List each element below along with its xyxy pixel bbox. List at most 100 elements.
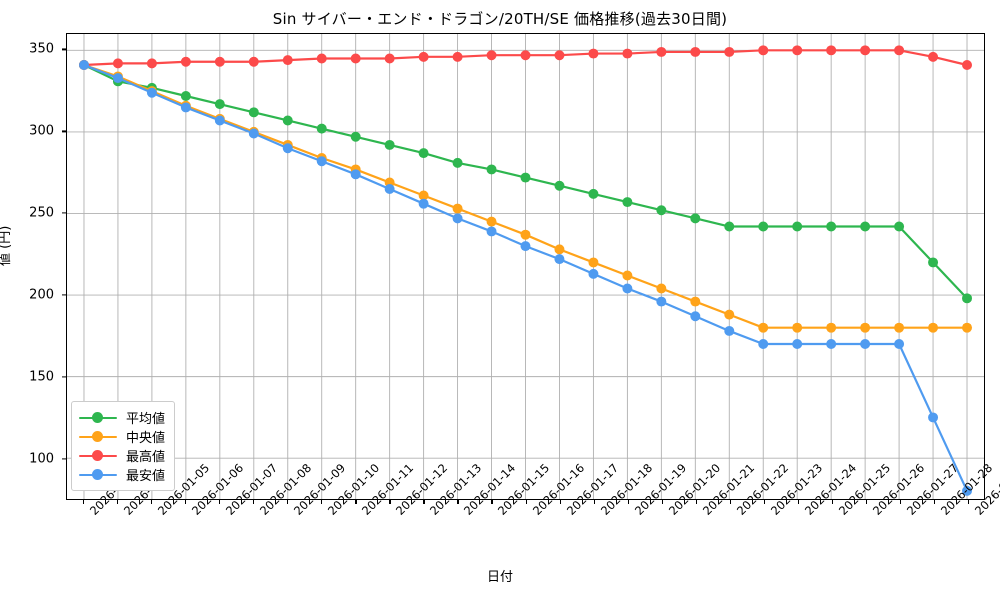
- data-point: [758, 322, 769, 333]
- y-tick-label: 250: [29, 205, 54, 221]
- data-point: [860, 221, 871, 232]
- x-tick-label: 2026-01-16: [530, 461, 587, 518]
- legend-label: 最安値: [126, 469, 166, 484]
- chart-legend: 平均値 中央値最高値最安値: [71, 401, 176, 491]
- data-point: [928, 412, 939, 423]
- data-point: [928, 257, 939, 268]
- data-point: [690, 311, 701, 322]
- legend-dot-icon: [92, 450, 103, 461]
- legend-label: 最高値: [126, 450, 166, 465]
- data-point: [112, 58, 123, 69]
- legend-item-2[interactable]: 中央値: [79, 427, 165, 446]
- data-point: [860, 322, 871, 333]
- y-tick-label: 150: [29, 369, 54, 385]
- x-tick-mark: [593, 500, 595, 504]
- x-tick-mark: [831, 500, 834, 504]
- data-point: [316, 156, 327, 167]
- x-tick-label: 2026-01-14: [461, 461, 518, 518]
- data-point: [554, 254, 565, 265]
- series-最高値: [78, 45, 973, 70]
- x-tick-label: 2026-01-22: [734, 461, 791, 518]
- data-point: [418, 148, 429, 159]
- data-point: [452, 51, 463, 62]
- data-point: [520, 241, 531, 252]
- data-point: [554, 244, 565, 255]
- x-tick-label: 2026-01-13: [427, 461, 484, 518]
- data-point: [418, 190, 429, 201]
- data-point: [180, 91, 191, 101]
- data-point: [350, 131, 361, 142]
- x-tick-label: 2026-01-19: [632, 461, 689, 518]
- x-tick-label: 2026-01-18: [598, 461, 655, 518]
- data-point: [520, 229, 531, 240]
- x-tick-mark: [423, 500, 425, 504]
- data-point: [622, 48, 633, 59]
- data-point: [894, 45, 905, 56]
- data-point: [486, 164, 497, 175]
- x-tick-mark: [559, 500, 561, 504]
- data-point: [554, 50, 565, 61]
- data-point: [248, 128, 259, 139]
- x-tick-label: 2026-01-08: [257, 461, 314, 518]
- data-point: [350, 169, 361, 180]
- data-point: [486, 216, 497, 227]
- y-tick-label: 300: [29, 123, 54, 139]
- data-point: [860, 339, 871, 349]
- x-axis-label: 日付: [486, 570, 513, 585]
- data-point: [826, 322, 837, 333]
- x-tick-label: 2026-01-24: [802, 461, 859, 518]
- x-tick-label: 2026-01-11: [359, 461, 416, 518]
- data-point: [180, 102, 191, 113]
- data-point: [928, 51, 939, 62]
- series-最安値: [78, 60, 973, 496]
- legend-dot-icon: [92, 431, 103, 442]
- data-point: [690, 213, 701, 224]
- y-tick-label: 200: [29, 287, 54, 303]
- data-point: [792, 45, 803, 56]
- x-tick-mark: [763, 500, 765, 504]
- data-point: [316, 123, 327, 134]
- x-tick-label: 2026-01-07: [223, 461, 280, 518]
- x-tick-label: 2026-01-21: [700, 461, 757, 518]
- x-tick-mark: [219, 500, 221, 504]
- x-tick-mark: [151, 500, 153, 504]
- data-point: [656, 296, 667, 307]
- legend-label: 平均値: [126, 412, 166, 427]
- data-point: [180, 56, 191, 67]
- data-point: [486, 226, 497, 237]
- x-tick-label: 2026-01-27: [904, 461, 961, 518]
- data-point: [792, 339, 803, 349]
- x-tick-label: 2026-01-26: [870, 461, 927, 518]
- y-tick-label: 350: [29, 41, 54, 57]
- data-point: [248, 107, 259, 118]
- x-tick-label: 2026-01-23: [768, 461, 825, 518]
- data-point: [656, 283, 667, 294]
- x-tick-mark: [491, 500, 493, 504]
- x-tick-label: 2026-01-20: [666, 461, 723, 518]
- legend-item-3[interactable]: 最高値: [79, 446, 165, 465]
- x-tick-mark: [933, 500, 936, 504]
- data-point: [758, 339, 769, 349]
- series-中央値: [78, 60, 973, 333]
- data-point: [248, 56, 259, 67]
- legend-swatch-icon: [79, 411, 117, 425]
- y-tick-mark: [62, 130, 66, 132]
- data-point: [894, 339, 905, 349]
- data-point: [860, 45, 871, 56]
- legend-item-1[interactable]: 平均値: [79, 408, 165, 427]
- data-point: [214, 99, 225, 110]
- x-tick-mark: [83, 500, 85, 504]
- x-tick-label: 2026-01-05: [155, 461, 212, 518]
- data-point: [520, 50, 531, 61]
- data-point: [792, 322, 803, 333]
- x-tick-mark: [389, 500, 391, 504]
- data-point: [962, 485, 973, 496]
- data-point: [282, 115, 293, 126]
- legend-swatch-icon: [79, 449, 117, 463]
- data-point: [418, 51, 429, 62]
- legend-item-4[interactable]: 最安値: [79, 465, 165, 484]
- x-tick-mark: [185, 500, 187, 504]
- data-point: [384, 53, 395, 64]
- data-point: [656, 46, 667, 57]
- data-point: [724, 309, 735, 320]
